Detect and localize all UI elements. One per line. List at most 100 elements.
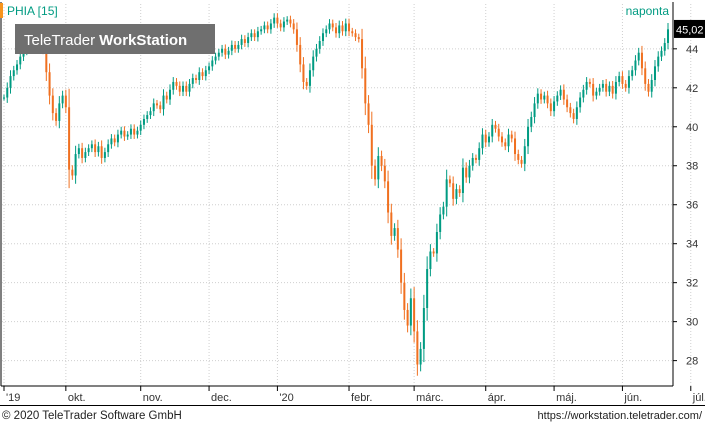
candle xyxy=(510,130,513,143)
candle-body xyxy=(168,89,172,100)
candle-body xyxy=(217,52,220,57)
y-tick-label: 34 xyxy=(686,239,698,251)
candle xyxy=(387,170,390,224)
candle xyxy=(455,183,458,205)
candle xyxy=(103,147,106,163)
candle xyxy=(523,138,526,172)
candle xyxy=(650,74,653,98)
candle-body xyxy=(230,44,233,51)
candle-body xyxy=(517,154,520,160)
candle-body xyxy=(601,83,604,88)
candle-body xyxy=(666,29,670,43)
candle-body xyxy=(608,85,611,92)
candle xyxy=(299,37,302,73)
candle-body xyxy=(549,103,552,112)
candle xyxy=(663,38,666,56)
candle xyxy=(286,16,289,25)
candle-body xyxy=(575,107,578,119)
candle-body xyxy=(572,113,575,119)
candle xyxy=(611,80,614,99)
candle-body xyxy=(413,298,416,332)
candle xyxy=(377,147,380,189)
x-axis-labels: '19 okt. nov. dec. '20 febr. márc. ápr. máj. jún.… xyxy=(3,386,705,404)
candle-body xyxy=(474,157,477,160)
y-tick-label: 28 xyxy=(686,356,698,368)
candle xyxy=(282,17,285,32)
candle xyxy=(94,139,97,157)
candle-body xyxy=(445,179,448,207)
candle xyxy=(55,108,58,126)
candle xyxy=(279,19,282,32)
candle xyxy=(439,207,442,240)
candle xyxy=(198,67,201,85)
candle xyxy=(562,84,565,105)
candle-body xyxy=(136,130,139,135)
candle-body xyxy=(546,95,549,104)
y-tick-label: 36 xyxy=(686,200,698,212)
candle xyxy=(406,303,409,333)
candle xyxy=(58,96,61,129)
candle-body xyxy=(588,81,591,84)
candle xyxy=(168,84,172,105)
candle xyxy=(367,95,370,134)
candle-body xyxy=(484,134,487,143)
candle-body xyxy=(403,282,406,310)
candle-body xyxy=(370,124,373,166)
symbol-accent-bar xyxy=(0,3,3,18)
candle xyxy=(6,82,9,103)
candle xyxy=(579,92,582,113)
candle-body xyxy=(276,17,279,24)
candle-body xyxy=(2,97,6,99)
candle xyxy=(374,159,377,186)
candle xyxy=(227,46,230,59)
candle xyxy=(269,19,272,34)
y-tick-label: 32 xyxy=(686,278,698,290)
candle xyxy=(315,43,318,62)
candle-body xyxy=(338,25,341,34)
candle-body xyxy=(120,130,123,135)
candle-body xyxy=(614,81,617,94)
y-tick-label: 44 xyxy=(686,44,698,56)
candle-body xyxy=(292,23,295,30)
candle-body xyxy=(328,23,331,30)
candle xyxy=(208,62,211,75)
candle-body xyxy=(208,66,211,71)
x-tick-label: márc. xyxy=(416,392,444,404)
candle-body xyxy=(162,95,165,110)
candle xyxy=(601,80,604,92)
candle xyxy=(624,80,627,92)
candle xyxy=(9,70,12,94)
candle-body xyxy=(139,124,142,131)
candle-body xyxy=(553,101,556,112)
candle-body xyxy=(107,144,110,153)
candle-body xyxy=(533,103,536,118)
candle xyxy=(341,21,344,36)
candle xyxy=(549,98,552,117)
candle xyxy=(74,145,77,184)
candle-body xyxy=(68,107,71,170)
watermark-text: TeleTrader WorkStation xyxy=(24,32,187,49)
candle-body xyxy=(478,148,481,160)
candle-body xyxy=(152,103,155,112)
candle xyxy=(126,131,129,140)
candle xyxy=(305,78,308,90)
candle-body xyxy=(221,48,224,53)
candle-body xyxy=(90,144,93,149)
candle xyxy=(484,129,487,148)
candle-body xyxy=(77,148,80,155)
candle xyxy=(426,256,429,321)
candle xyxy=(344,18,347,37)
candle-body xyxy=(48,72,51,96)
candle-body xyxy=(559,89,562,96)
candle xyxy=(445,169,448,217)
candle xyxy=(660,46,663,61)
candle xyxy=(149,107,152,119)
candle xyxy=(312,50,315,77)
candle xyxy=(16,60,19,75)
candle-body xyxy=(510,134,513,139)
candle-body xyxy=(318,41,321,49)
candle-body xyxy=(527,126,530,147)
candle xyxy=(172,77,175,95)
candle-body xyxy=(429,251,432,270)
